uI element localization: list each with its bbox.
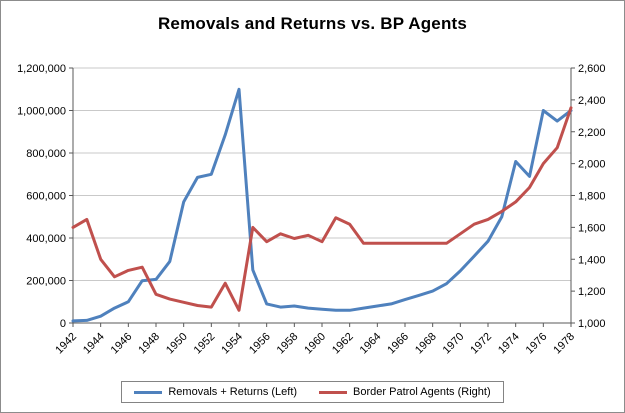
x-axis-tick-label: 1964 xyxy=(358,331,384,357)
x-axis-tick-label: 1950 xyxy=(164,331,190,357)
x-axis-tick-label: 1942 xyxy=(53,331,79,357)
left-axis-tick-label: 400,000 xyxy=(26,233,66,245)
left-axis-tick-label: 200,000 xyxy=(26,276,66,288)
legend-item-border-patrol-agents: Border Patrol Agents (Right) xyxy=(319,386,491,398)
right-axis-tick-label: 2,000 xyxy=(578,159,606,171)
x-axis-tick-label: 1978 xyxy=(551,331,577,357)
right-axis-tick-label: 1,800 xyxy=(578,191,606,203)
series-line-removals-returns xyxy=(71,87,573,323)
right-axis-tick-label: 2,400 xyxy=(578,95,606,107)
x-axis-tick-label: 1946 xyxy=(109,331,135,357)
x-axis-tick-label: 1952 xyxy=(192,331,218,357)
chart-title: Removals and Returns vs. BP Agents xyxy=(157,14,468,33)
x-axis-tick-label: 1966 xyxy=(385,331,411,357)
right-axis-tick-label: 2,200 xyxy=(578,127,606,139)
x-axis-tick-label: 1972 xyxy=(468,331,494,357)
x-axis-tick-label: 1954 xyxy=(219,331,245,357)
left-axis-tick-label: 600,000 xyxy=(26,191,66,203)
left-axis-tick-label: 0 xyxy=(60,318,66,330)
legend-label: Border Patrol Agents (Right) xyxy=(353,386,491,398)
x-axis-tick-label: 1960 xyxy=(302,331,328,357)
left-axis-tick-label: 1,000,000 xyxy=(17,106,66,118)
x-axis-tick-label: 1962 xyxy=(330,331,356,357)
legend-line-sample xyxy=(134,390,163,394)
legend-line-sample xyxy=(319,390,348,394)
legend: Removals + Returns (Left) Border Patrol A… xyxy=(1,381,624,403)
right-axis-tick-label: 1,000 xyxy=(578,318,606,330)
x-axis-tick-label: 1944 xyxy=(81,331,107,357)
x-axis-tick-label: 1970 xyxy=(441,331,467,357)
right-axis-tick-label: 2,600 xyxy=(578,63,606,75)
legend-box: Removals + Returns (Left) Border Patrol A… xyxy=(121,381,504,403)
right-axis-tick-label: 1,400 xyxy=(578,254,606,266)
x-axis-tick-label: 1958 xyxy=(275,331,301,357)
series-line-border-patrol-agents xyxy=(71,106,573,312)
right-axis-tick-label: 1,600 xyxy=(578,222,606,234)
left-axis-tick-label: 1,200,000 xyxy=(17,63,66,75)
x-axis-tick-label: 1956 xyxy=(247,331,273,357)
left-axis-tick-label: 800,000 xyxy=(26,148,66,160)
x-axis-tick-label: 1968 xyxy=(413,331,439,357)
x-axis-tick-label: 1948 xyxy=(136,331,162,357)
x-axis-tick-label: 1974 xyxy=(496,331,522,357)
x-axis-tick-label: 1976 xyxy=(524,331,550,357)
legend-item-removals-returns: Removals + Returns (Left) xyxy=(134,386,297,398)
right-axis-tick-label: 1,200 xyxy=(578,286,606,298)
legend-label: Removals + Returns (Left) xyxy=(168,386,298,398)
